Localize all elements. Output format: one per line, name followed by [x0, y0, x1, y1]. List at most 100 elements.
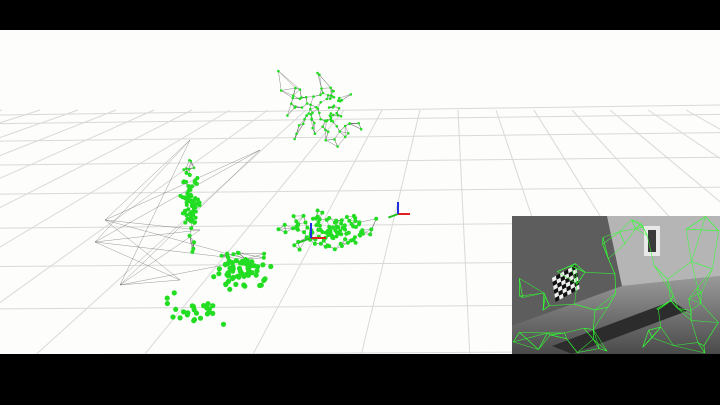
feature-point [320, 210, 325, 215]
track-edge [631, 219, 636, 229]
3d-viewport[interactable] [0, 30, 720, 354]
feature-point [242, 283, 248, 289]
feature-point [189, 159, 193, 163]
grid-line [0, 186, 720, 195]
checker-cell [554, 291, 559, 298]
feature-point [216, 266, 222, 272]
feature-point [335, 111, 339, 115]
grid-line [0, 109, 79, 139]
track-edge [570, 265, 578, 284]
mesh-edge [119, 229, 201, 286]
feature-point [329, 112, 333, 115]
mesh-edge [94, 149, 261, 243]
feature-point [338, 96, 341, 100]
track-edge [697, 342, 706, 354]
camera-frame [512, 216, 720, 354]
feature-point [295, 227, 300, 232]
track-edge [513, 332, 520, 343]
feature-point [302, 230, 306, 235]
feature-point [342, 223, 347, 228]
checker-cell [570, 283, 575, 290]
feature-point [318, 241, 323, 246]
track-edge [635, 228, 648, 236]
feature-point [329, 118, 333, 121]
checker-cell [568, 271, 574, 278]
grid-line [0, 113, 720, 125]
feature-point [327, 224, 332, 229]
mesh-edge [293, 89, 301, 96]
feature-point [312, 95, 315, 98]
grid-line [0, 109, 3, 112]
feature-point [319, 117, 322, 121]
feature-point [359, 127, 363, 131]
feature-point [225, 251, 230, 256]
feature-point [332, 89, 335, 93]
checker-cell [569, 279, 575, 286]
feature-point [187, 168, 191, 171]
feature-point [277, 69, 280, 73]
feature-point [188, 215, 193, 220]
mesh-edge [119, 139, 191, 286]
checker-cell [560, 275, 566, 282]
track-edge [701, 268, 713, 294]
mesh-edge [344, 125, 349, 134]
feature-point [334, 234, 339, 239]
feature-point [331, 120, 335, 123]
grid-line [360, 109, 421, 354]
mesh-edge [185, 160, 190, 169]
checker-cell [573, 276, 579, 283]
floor-mat [552, 301, 687, 354]
feature-point [294, 219, 299, 224]
feature-point [197, 315, 204, 321]
feature-point [186, 184, 191, 189]
checker-cell [568, 267, 573, 274]
point-cloud-scene[interactable] [0, 30, 720, 354]
feature-point [197, 200, 202, 205]
feature-point [344, 215, 349, 219]
feature-point [180, 211, 185, 216]
mesh-edge [94, 229, 201, 243]
feature-point [291, 214, 296, 219]
feature-point [353, 225, 358, 229]
back-wall [607, 216, 720, 286]
feature-point [310, 118, 313, 121]
track-edge [691, 320, 719, 323]
track-edge [667, 261, 692, 280]
feature-point [191, 246, 196, 251]
feature-points [164, 69, 379, 327]
grid-line [0, 156, 720, 166]
feature-point [315, 214, 320, 219]
track-edge [691, 261, 698, 288]
track-edge [691, 261, 713, 270]
feature-point [187, 173, 192, 177]
feature-point [333, 138, 336, 141]
feature-point [276, 227, 281, 232]
feature-point [353, 219, 358, 223]
feature-point [323, 119, 327, 123]
feature-point [195, 197, 200, 202]
checker-cell [556, 273, 561, 280]
feature-point [171, 290, 177, 296]
feature-point [262, 251, 267, 256]
track-edge [584, 271, 615, 275]
track-edge [583, 327, 594, 330]
track-edge [608, 258, 616, 274]
feature-point [292, 94, 295, 97]
feature-point [349, 222, 354, 226]
track-edge [690, 302, 701, 311]
feature-point [347, 218, 352, 223]
track-edge [677, 308, 692, 316]
feature-point [328, 97, 332, 101]
feature-point [305, 114, 309, 117]
mesh-edge [189, 235, 194, 249]
grid-line [0, 109, 155, 179]
track-edge [660, 326, 674, 346]
track-edge [688, 298, 701, 304]
feature-point [297, 247, 302, 252]
feature-point [261, 255, 266, 260]
track-edge [519, 292, 544, 297]
feature-point [326, 94, 330, 97]
feature-point [251, 263, 258, 269]
feature-point [220, 321, 227, 327]
feature-point [193, 202, 198, 207]
